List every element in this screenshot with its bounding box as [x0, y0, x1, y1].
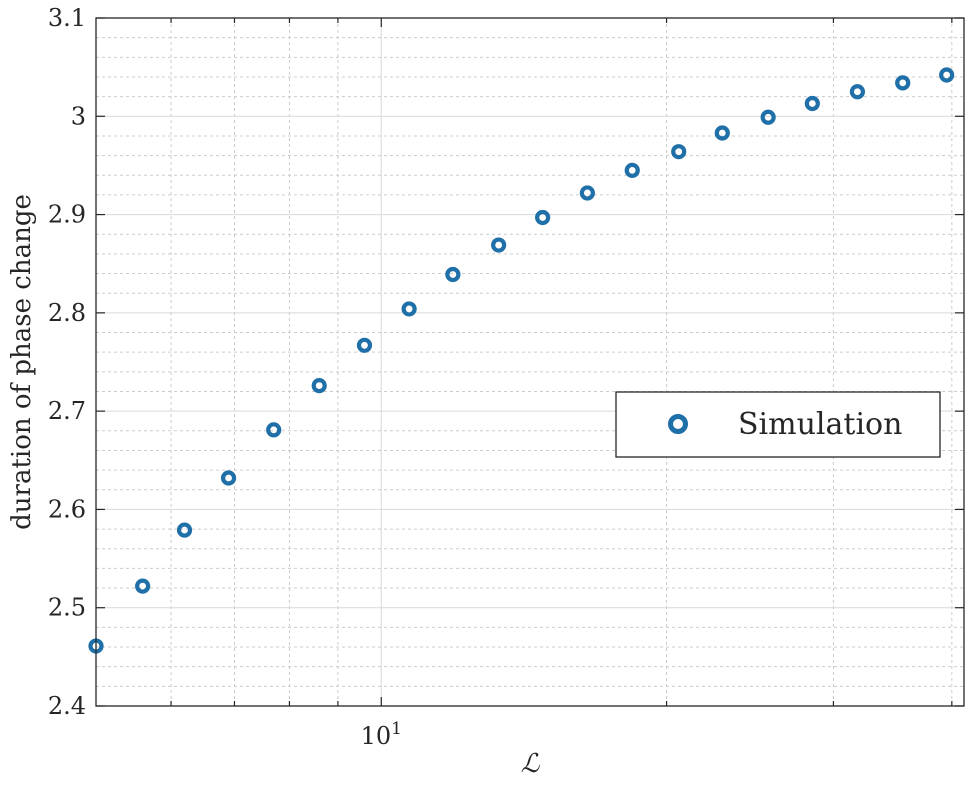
data-points: [88, 67, 955, 654]
data-point: [491, 237, 507, 253]
plot-area-background: [96, 18, 964, 706]
data-point: [714, 125, 730, 141]
y-tick-label: 2.9: [48, 201, 86, 229]
x-axis-label: ℒ: [521, 749, 541, 779]
minor-grid: [96, 18, 964, 706]
plot-frame: [95, 17, 965, 707]
y-tick-label: 2.5: [48, 594, 86, 622]
y-tick-label: 2.7: [48, 397, 86, 425]
data-point: [135, 578, 151, 594]
data-point: [311, 377, 327, 394]
data-point: [804, 95, 820, 112]
data-point: [939, 67, 955, 83]
legend-label-simulation: Simulation: [738, 407, 902, 442]
data-point: [671, 144, 687, 160]
data-point: [849, 84, 866, 100]
data-point: [356, 337, 373, 353]
data-point: [176, 522, 193, 538]
x-tick-label: 101: [361, 719, 402, 750]
data-point: [401, 301, 417, 317]
data-point: [220, 470, 237, 486]
data-point: [895, 75, 911, 91]
legend: Simulation: [615, 391, 941, 458]
y-tick-label: 3.1: [48, 4, 86, 32]
y-tick-labels: 2.4 2.5 2.6 2.7 2.8 2.9 3 3.1: [48, 4, 86, 720]
data-point: [579, 185, 595, 201]
data-point: [445, 266, 461, 283]
data-point: [760, 109, 776, 125]
y-tick-label: 2.8: [48, 299, 86, 327]
legend-marker-simulation: [668, 414, 688, 434]
x-tick-labels: 101: [361, 719, 402, 750]
y-tick-label: 2.4: [48, 692, 86, 720]
y-tick-label: 3: [71, 102, 86, 130]
y-axis-label: duration of phase change: [7, 194, 37, 530]
axis-ticks: [96, 17, 964, 707]
data-point: [266, 422, 282, 438]
y-tick-label: 2.6: [48, 495, 86, 523]
data-point: [624, 162, 640, 178]
data-point: [535, 209, 551, 226]
